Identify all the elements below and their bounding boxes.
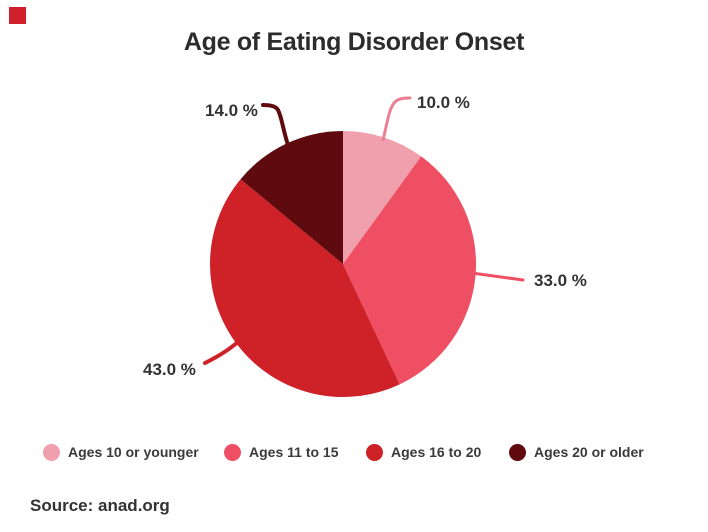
legend-item-ages-16-to-20: Ages 16 to 20	[366, 442, 481, 462]
source-text: Source: anad.org	[30, 496, 170, 515]
pie-slice-3	[240, 131, 343, 264]
legend-label: Ages 10 or younger	[68, 444, 199, 460]
pie-slice-1	[343, 156, 477, 385]
pie-slice-2	[209, 179, 400, 398]
chart-title: Age of Eating Disorder Onset	[183, 28, 525, 56]
leader-line-2	[203, 335, 246, 365]
percent-label-ages-10-or-younger: 10.0 %	[417, 93, 470, 112]
legend-swatch-icon	[509, 443, 526, 461]
legend-label: Ages 20 or older	[534, 444, 644, 460]
legend-swatch-icon	[43, 443, 60, 461]
leader-line-3	[261, 103, 290, 147]
leader-line-1	[470, 271, 525, 282]
legend-item-ages-11-to-15: Ages 11 to 15	[224, 442, 339, 462]
legend-item-ages-20-or-older: Ages 20 or older	[509, 442, 644, 462]
percent-label-ages-16-to-20: 43.0 %	[143, 360, 196, 379]
leader-line-0	[381, 96, 412, 142]
legend-swatch-icon	[224, 443, 241, 461]
legend: Ages 10 or younger Ages 11 to 15 Ages 16…	[0, 442, 708, 464]
legend-item-ages-10-or-younger: Ages 10 or younger	[43, 442, 199, 462]
brand-accent-square	[9, 7, 26, 24]
legend-swatch-icon	[366, 443, 383, 461]
percent-label-ages-11-to-15: 33.0 %	[534, 271, 587, 290]
legend-label: Ages 16 to 20	[391, 444, 482, 460]
pie-slice-0	[343, 131, 422, 264]
legend-label: Ages 11 to 15	[249, 444, 339, 460]
percent-label-ages-20-or-older: 14.0 %	[205, 101, 258, 120]
